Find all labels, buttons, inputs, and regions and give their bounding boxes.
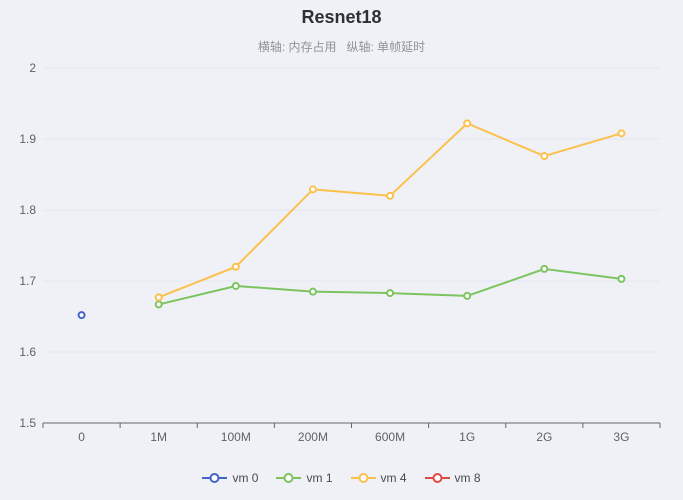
data-point-vm-0 [77, 311, 86, 320]
data-point-vm-4 [308, 185, 317, 194]
data-point-vm-4 [617, 129, 626, 138]
x-tick-label: 1G [459, 430, 475, 444]
x-tick-label: 3G [613, 430, 629, 444]
legend-marker-icon [276, 473, 302, 483]
plot-svg: 1.5 1.6 1.7 1.8 1.9 2 0 1M 100M 200M 600M 1G 2G 3G [19, 61, 661, 444]
data-point-vm-1 [463, 291, 472, 300]
legend-item-vm-4[interactable]: vm 4 [350, 471, 407, 485]
legend-item-vm-8[interactable]: vm 8 [424, 471, 481, 485]
y-tick-label: 1.6 [19, 345, 36, 359]
legend-label: vm 0 [232, 471, 259, 485]
y-tick-label: 1.7 [19, 274, 36, 288]
data-point-vm-1 [540, 264, 549, 273]
legend-marker-icon [350, 473, 376, 483]
data-point-vm-1 [386, 289, 395, 298]
chart-subtitle: 横轴: 内存占用 纵轴: 单帧延时 [257, 40, 426, 54]
legend-marker-icon [202, 473, 228, 483]
data-point-vm-1 [154, 300, 163, 309]
legend-label: vm 4 [380, 471, 407, 485]
x-tick-label: 1M [150, 430, 167, 444]
data-point-vm-4 [231, 262, 240, 271]
x-tick-label: 0 [78, 430, 85, 444]
data-point-vm-4 [386, 191, 395, 200]
y-tick-label: 2 [29, 61, 36, 75]
plot-area: 1.5 1.6 1.7 1.8 1.9 2 0 1M 100M 200M 600M 1G 2G 3G [0, 60, 683, 452]
x-tick-label: 100M [221, 430, 251, 444]
legend: vm 0 vm 1 vm 4 vm 8 [0, 468, 683, 488]
series-line-vm-1 [157, 267, 623, 306]
data-point-vm-1 [231, 281, 240, 290]
y-tick-label: 1.9 [19, 132, 36, 146]
legend-item-vm-1[interactable]: vm 1 [276, 471, 333, 485]
data-point-vm-4 [154, 293, 163, 302]
legend-item-vm-0[interactable]: vm 0 [202, 471, 258, 485]
x-tick-label: 200M [298, 430, 328, 444]
data-point-vm-4 [463, 119, 472, 128]
legend-label: vm 1 [306, 471, 333, 485]
y-tick-label: 1.8 [19, 203, 36, 217]
x-tick-label: 2G [536, 430, 552, 444]
chart-title: Resnet18 [301, 7, 382, 27]
data-point-vm-1 [308, 287, 317, 296]
data-point-vm-1 [617, 274, 626, 283]
legend-marker-icon [424, 473, 450, 483]
y-tick-label: 1.5 [19, 416, 36, 430]
legend-label: vm 8 [454, 471, 481, 485]
data-point-vm-4 [540, 152, 549, 161]
x-tick-label: 600M [375, 430, 405, 444]
